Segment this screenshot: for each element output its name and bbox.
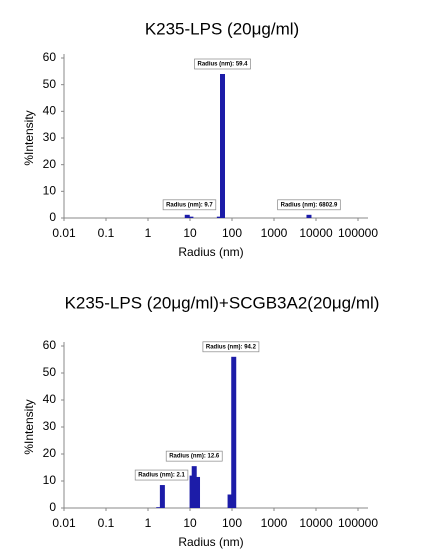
x-tick-label: 1000 (261, 226, 288, 240)
y-axis-label: %Intensity (22, 399, 36, 454)
x-tick-label: 100 (222, 226, 242, 240)
y-tick-label: 60 (43, 50, 57, 64)
bar (306, 214, 312, 218)
annotation: Radius (nm): 6802.9 (281, 202, 338, 208)
x-tick-label: 100 (222, 516, 242, 530)
x-tick-label: 0.1 (98, 516, 115, 530)
bar (227, 494, 233, 508)
annotation-box (277, 199, 341, 211)
annotation: Radius (nm): 94.2 (206, 344, 257, 350)
annotation-box (165, 450, 223, 462)
bar (231, 356, 237, 508)
bar (216, 216, 222, 218)
bar (219, 74, 225, 218)
bar (156, 507, 162, 508)
x-tick-label: 0.01 (52, 516, 76, 530)
x-tick-label: 10 (183, 226, 197, 240)
y-tick-label: 30 (43, 130, 57, 144)
y-axis-label: %Intensity (22, 110, 36, 165)
x-tick-label: 10 (183, 516, 197, 530)
annotation: Radius (nm): 2.1 (138, 473, 185, 479)
annotation: Radius (nm): 59.4 (197, 62, 248, 68)
y-tick-label: 60 (43, 338, 57, 352)
annotation-box (202, 341, 260, 353)
y-tick-label: 10 (43, 184, 57, 198)
bar (195, 476, 201, 508)
annotation: Radius (nm): 9.7 (166, 202, 213, 208)
y-tick-label: 30 (43, 419, 57, 433)
chart-title: K235-LPS (20μg/ml)+SCGB3A2(20μg/ml) (65, 293, 380, 312)
bar (191, 466, 197, 508)
x-tick-label: 1 (145, 516, 152, 530)
bar (159, 485, 165, 508)
x-axis-label: Radius (nm) (178, 245, 243, 259)
y-tick-label: 20 (43, 446, 57, 460)
x-tick-label: 10000 (299, 226, 333, 240)
x-tick-label: 100000 (338, 226, 378, 240)
annotation: Radius (nm): 12.6 (169, 454, 220, 460)
x-tick-label: 0.01 (52, 226, 76, 240)
y-tick-label: 50 (43, 365, 57, 379)
y-tick-label: 0 (49, 210, 56, 224)
bar (188, 216, 194, 218)
x-tick-label: 1 (145, 226, 152, 240)
annotation-box (194, 58, 251, 70)
annotation-box (134, 469, 189, 481)
x-tick-label: 1000 (261, 516, 288, 530)
y-tick-label: 40 (43, 392, 57, 406)
x-tick-label: 100000 (338, 516, 378, 530)
x-axis-label: Radius (nm) (178, 535, 243, 549)
x-tick-label: 10000 (299, 516, 333, 530)
y-tick-label: 20 (43, 157, 57, 171)
y-tick-label: 40 (43, 104, 57, 118)
y-tick-label: 50 (43, 77, 57, 91)
bar (184, 214, 190, 218)
x-tick-label: 0.1 (98, 226, 115, 240)
y-tick-label: 0 (49, 500, 56, 514)
chart-title: K235-LPS (20μg/ml) (145, 19, 299, 38)
annotation-box (162, 199, 217, 211)
y-tick-label: 10 (43, 473, 57, 487)
